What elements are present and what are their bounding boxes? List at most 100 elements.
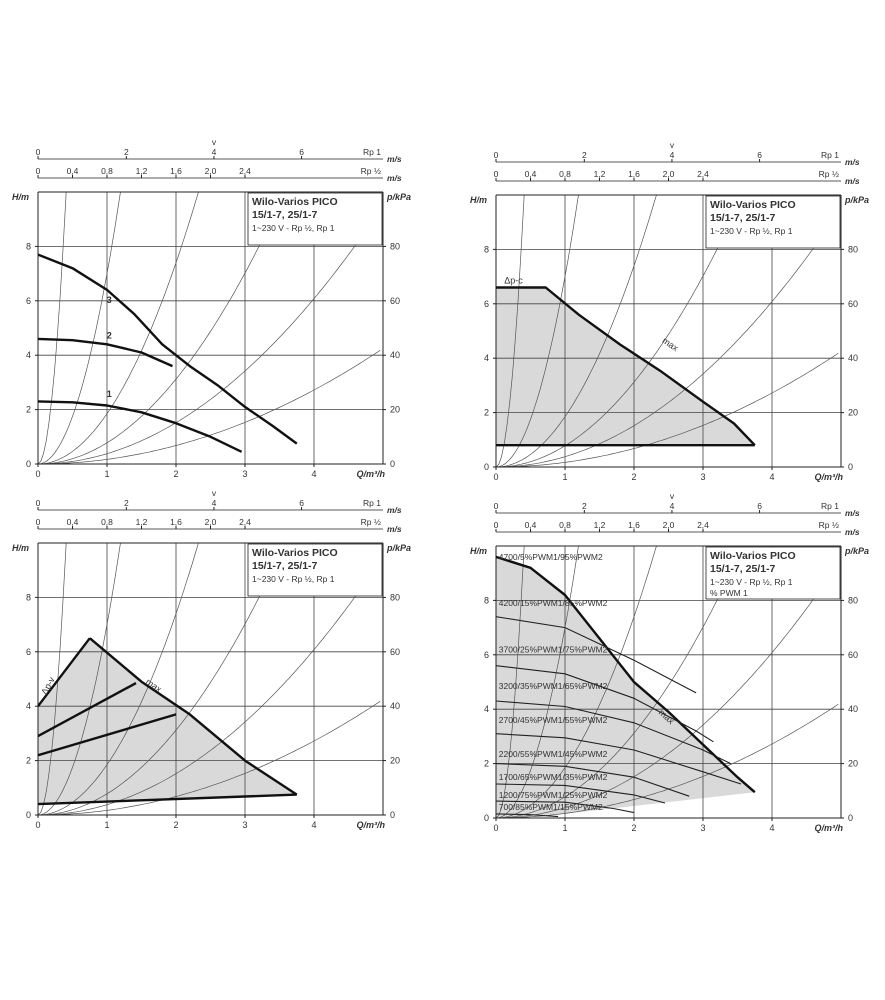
velocity-unit-label: m/s bbox=[387, 173, 402, 183]
control-line-mid2 bbox=[38, 713, 177, 757]
x-axis-label: Q/m³/h bbox=[357, 820, 386, 830]
info-spec: 1~230 V - Rp ½, Rp 1 bbox=[252, 223, 335, 233]
velocity-tick-label: 2,4 bbox=[239, 517, 251, 527]
control-line-left bbox=[38, 637, 91, 707]
velocity-tick-label: 0 bbox=[494, 150, 499, 160]
x-tick-label: 4 bbox=[311, 820, 316, 830]
operating-area bbox=[38, 638, 297, 805]
y-tick-label: 4 bbox=[26, 350, 31, 360]
velocity-axis-label: v bbox=[212, 488, 217, 498]
pwm-label: 3200/35%PWM1/65%PWM2 bbox=[499, 681, 608, 691]
x-tick-label: 4 bbox=[311, 469, 316, 479]
pump-curve-label: 1 bbox=[107, 389, 112, 399]
y-tick-label: 8 bbox=[484, 595, 489, 605]
y2-axis-label: p/kPa bbox=[844, 195, 869, 205]
info-models: 15/1-7, 25/1-7 bbox=[252, 209, 318, 221]
system-curve bbox=[496, 703, 839, 818]
y-tick-label: 6 bbox=[26, 296, 31, 306]
pwm-speed-curve bbox=[496, 616, 697, 694]
velocity-tick-label: 1,6 bbox=[628, 520, 640, 530]
x-tick-label: 1 bbox=[104, 469, 109, 479]
velocity-tick-label: 1,2 bbox=[594, 169, 606, 179]
max-label: max bbox=[660, 335, 680, 353]
info-models: 15/1-7, 25/1-7 bbox=[710, 212, 776, 224]
velocity-tick-label: 1,6 bbox=[628, 169, 640, 179]
pipe-size-label: Rp 1 bbox=[363, 498, 381, 508]
velocity-unit-label: m/s bbox=[845, 508, 860, 518]
info-box bbox=[247, 543, 383, 597]
x-axis-label: Q/m³/h bbox=[815, 472, 844, 482]
y2-tick-label: 60 bbox=[848, 650, 858, 660]
y-tick-label: 2 bbox=[484, 408, 489, 418]
velocity-tick-label: 6 bbox=[299, 147, 304, 157]
velocity-unit-label: m/s bbox=[845, 157, 860, 167]
velocity-unit-label: m/s bbox=[387, 154, 402, 164]
y2-tick-label: 0 bbox=[848, 462, 853, 472]
velocity-tick-label: 0 bbox=[36, 166, 41, 176]
y-tick-label: 4 bbox=[484, 353, 489, 363]
velocity-tick-label: 0,4 bbox=[525, 520, 537, 530]
system-curve bbox=[38, 209, 381, 464]
y2-axis-label: p/kPa bbox=[386, 543, 411, 553]
system-curve bbox=[38, 192, 199, 464]
y-axis-label: H/m bbox=[470, 546, 487, 556]
y-tick-label: 4 bbox=[484, 704, 489, 714]
pwm-label: 4200/15%PWM1/85%PWM2 bbox=[499, 598, 608, 608]
velocity-tick-label: 4 bbox=[212, 498, 217, 508]
pipe-size-label: Rp ½ bbox=[819, 520, 839, 530]
info-title: Wilo-Varios PICO bbox=[710, 199, 796, 211]
y2-tick-label: 20 bbox=[390, 756, 400, 766]
velocity-unit-label: m/s bbox=[387, 524, 402, 534]
control-line-max bbox=[496, 555, 756, 794]
info-models: 15/1-7, 25/1-7 bbox=[710, 563, 776, 575]
y2-tick-label: 80 bbox=[390, 241, 400, 251]
y2-tick-label: 80 bbox=[848, 595, 858, 605]
x-tick-label: 3 bbox=[242, 469, 247, 479]
x-tick-label: 2 bbox=[631, 823, 636, 833]
y-axis-label: H/m bbox=[470, 195, 487, 205]
pwm-speed-curve bbox=[496, 783, 666, 804]
y2-tick-label: 20 bbox=[390, 405, 400, 415]
x-axis-label: Q/m³/h bbox=[357, 469, 386, 479]
velocity-tick-label: 4 bbox=[670, 501, 675, 511]
velocity-tick-label: 0 bbox=[36, 498, 41, 508]
mode-label: Δp-c bbox=[504, 275, 523, 285]
velocity-tick-label: 0,4 bbox=[67, 166, 79, 176]
info-spec: 1~230 V - Rp ½, Rp 1 bbox=[252, 574, 335, 584]
system-curve bbox=[496, 563, 839, 818]
velocity-unit-label: m/s bbox=[387, 505, 402, 515]
velocity-tick-label: 6 bbox=[757, 150, 762, 160]
y2-tick-label: 40 bbox=[390, 350, 400, 360]
velocity-tick-label: 2 bbox=[582, 501, 587, 511]
y-tick-label: 6 bbox=[484, 650, 489, 660]
system-curve bbox=[38, 349, 381, 464]
info-spec: 1~230 V - Rp ½, Rp 1 bbox=[710, 226, 793, 236]
y2-tick-label: 40 bbox=[390, 701, 400, 711]
y2-axis-label: p/kPa bbox=[844, 546, 869, 556]
x-tick-label: 0 bbox=[35, 469, 40, 479]
x-tick-label: 2 bbox=[631, 472, 636, 482]
y2-tick-label: 60 bbox=[390, 647, 400, 657]
velocity-unit-label: m/s bbox=[845, 176, 860, 186]
pwm-speed-curve bbox=[496, 800, 635, 814]
y-tick-label: 2 bbox=[26, 756, 31, 766]
system-curve bbox=[496, 546, 579, 818]
system-curve bbox=[496, 195, 579, 467]
pwm-speed-curve bbox=[496, 665, 714, 743]
y-tick-label: 0 bbox=[26, 810, 31, 820]
y-tick-label: 4 bbox=[26, 701, 31, 711]
x-tick-label: 1 bbox=[562, 823, 567, 833]
velocity-tick-label: 0 bbox=[494, 520, 499, 530]
y2-tick-label: 60 bbox=[848, 299, 858, 309]
pwm-speed-curve bbox=[496, 763, 690, 797]
pipe-size-label: Rp ½ bbox=[361, 166, 381, 176]
velocity-tick-label: 0 bbox=[36, 517, 41, 527]
velocity-tick-label: 0 bbox=[494, 169, 499, 179]
system-curve bbox=[38, 192, 286, 464]
info-title: Wilo-Varios PICO bbox=[252, 547, 338, 559]
y2-tick-label: 40 bbox=[848, 353, 858, 363]
y-tick-label: 0 bbox=[26, 459, 31, 469]
velocity-tick-label: 1,6 bbox=[170, 166, 182, 176]
velocity-tick-label: 0 bbox=[36, 147, 41, 157]
y-tick-label: 2 bbox=[26, 405, 31, 415]
